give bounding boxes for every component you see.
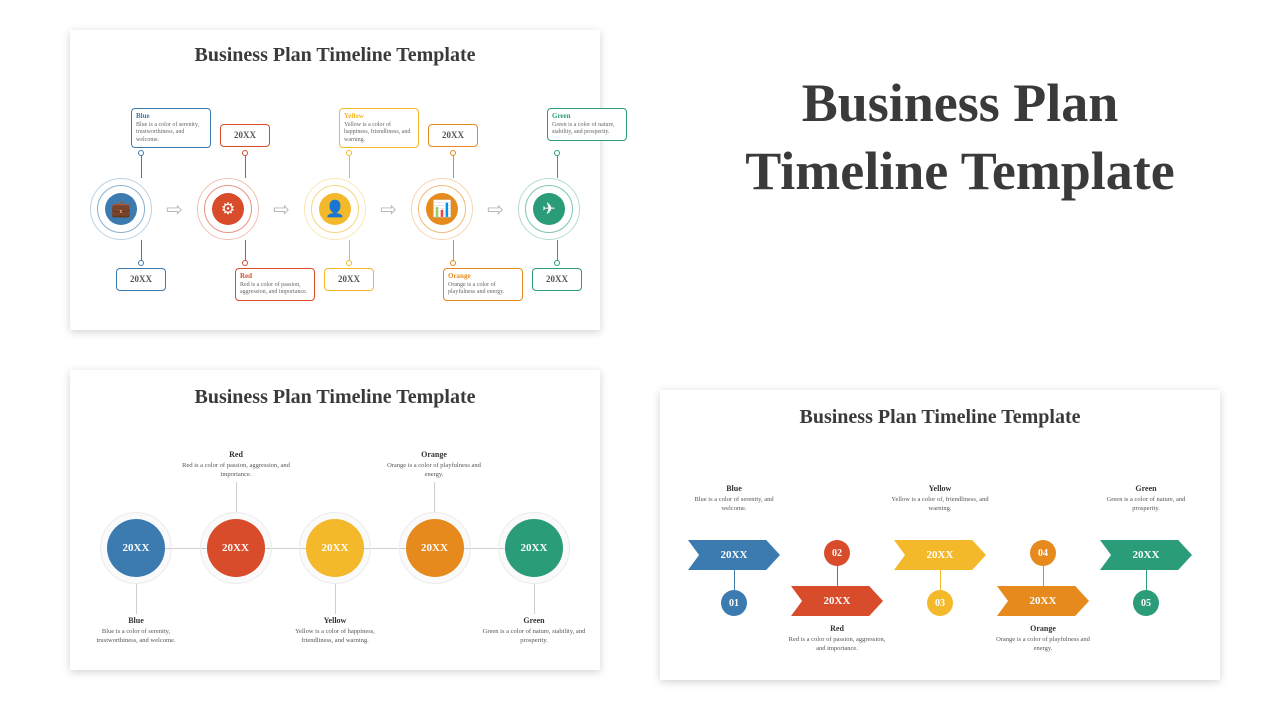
slide-1-timeline: 💼 ⇨ ⚙ ⇨ 👤 ⇨ 📊 ⇨ ✈	[90, 178, 580, 240]
label-green: GreenGreen is a color of nature, stabili…	[479, 616, 589, 645]
timeline-node-blue: 💼	[90, 178, 152, 240]
year-box-blue: 20XX	[116, 268, 166, 291]
desc-box-red: RedRed is a color of passion, aggression…	[235, 268, 315, 301]
step-blue: BlueBlue is a color of serenity, and wel…	[688, 540, 780, 616]
year-box-yellow: 20XX	[324, 268, 374, 291]
page-title: Business Plan Timeline Template	[700, 70, 1220, 205]
arrow-icon: ⇨	[377, 197, 401, 222]
circle-yellow: 20XX	[299, 512, 371, 584]
slide-1-title: Business Plan Timeline Template	[70, 30, 600, 67]
timeline-node-green: ✈	[518, 178, 580, 240]
circle-blue: 20XX	[100, 512, 172, 584]
slide-3-title: Business Plan Timeline Template	[660, 390, 1220, 429]
step-red: 0220XXRedRed is a color of passion, aggr…	[791, 540, 883, 616]
arrow-icon: ⇨	[270, 197, 294, 222]
timeline-node-orange: 📊	[411, 178, 473, 240]
slide-3-row: BlueBlue is a color of serenity, and wel…	[688, 540, 1192, 616]
timeline-node-yellow: 👤	[304, 178, 366, 240]
desc-box-blue: BlueBlue is a color of serenity, trustwo…	[131, 108, 211, 148]
label-yellow: YellowYellow is a color of happiness, fr…	[280, 616, 390, 645]
yellow-icon: 👤	[319, 193, 351, 225]
desc-box-yellow: YellowYellow is a color of happiness, fr…	[339, 108, 419, 148]
circle-orange: 20XX	[399, 512, 471, 584]
slide-2-title: Business Plan Timeline Template	[70, 370, 600, 409]
label-red: RedRed is a color of passion, aggression…	[181, 450, 291, 479]
desc-box-green: GreenGreen is a color of nature, stabili…	[547, 108, 627, 141]
slide-2: Business Plan Timeline Template 20XX20XX…	[70, 370, 600, 670]
year-box-orange: 20XX	[428, 124, 478, 147]
circle-red: 20XX	[200, 512, 272, 584]
slide-2-circles: 20XX 20XX 20XX 20XX 20XX	[100, 512, 570, 584]
green-icon: ✈	[533, 193, 565, 225]
slide-1: Business Plan Timeline Template 💼 ⇨ ⚙ ⇨ 👤 ⇨ 📊 ⇨…	[70, 30, 600, 330]
blue-icon: 💼	[105, 193, 137, 225]
timeline-node-red: ⚙	[197, 178, 259, 240]
arrow-icon: ⇨	[163, 197, 187, 222]
step-green: GreenGreen is a color of nature, and pro…	[1100, 540, 1192, 616]
label-orange: OrangeOrange is a color of playfulness a…	[379, 450, 489, 479]
year-box-red: 20XX	[220, 124, 270, 147]
slide-3: Business Plan Timeline Template BlueBlue…	[660, 390, 1220, 680]
arrow-icon: ⇨	[484, 197, 508, 222]
label-blue: BlueBlue is a color of serenity, trustwo…	[81, 616, 191, 645]
step-orange: 0420XXOrangeOrange is a color of playful…	[997, 540, 1089, 616]
desc-box-orange: OrangeOrange is a color of playfulness a…	[443, 268, 523, 301]
orange-icon: 📊	[426, 193, 458, 225]
red-icon: ⚙	[212, 193, 244, 225]
step-yellow: YellowYellow is a color of, friendliness…	[894, 540, 986, 616]
circle-green: 20XX	[498, 512, 570, 584]
year-box-green: 20XX	[532, 268, 582, 291]
